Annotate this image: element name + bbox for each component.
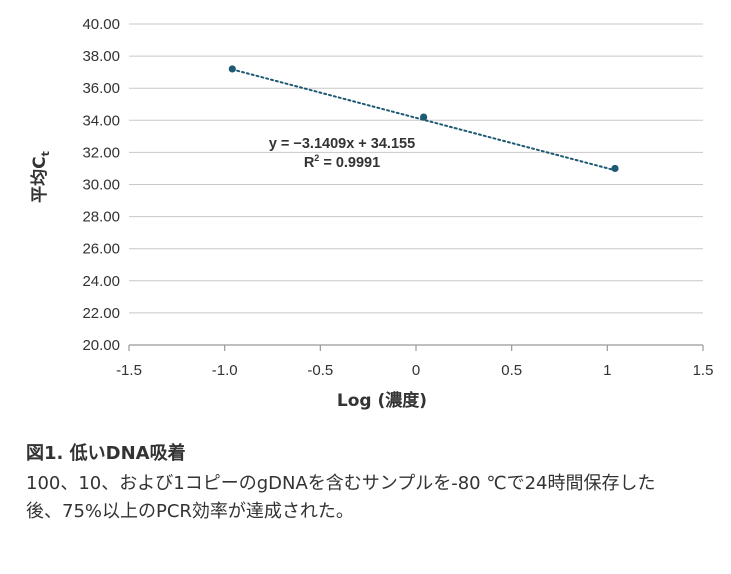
caption-line-2: 後、75%以上のPCR効率が達成された。 <box>26 501 354 522</box>
y-axis-label: 平均Ct <box>29 151 52 203</box>
data-point <box>228 65 236 73</box>
x-tick-labels: -1.5 -1.0 -0.5 0 0.5 1 1.5 <box>116 362 713 379</box>
caption-title: 図1. 低いDNA吸着 <box>26 443 186 464</box>
x-tick-label: -1.0 <box>212 362 238 379</box>
y-tick-label: 30.00 <box>82 177 120 194</box>
data-point <box>611 164 619 173</box>
x-tick-label: 1 <box>603 362 611 379</box>
x-axis <box>128 344 704 351</box>
y-tick-label: 36.00 <box>82 80 120 97</box>
caption-line-1: 100、10、および1コピーのgDNAを含むサンプルを-80 ℃で24時間保存し… <box>26 473 656 494</box>
y-tick-label: 20.00 <box>82 337 120 354</box>
x-tick-label: 1.5 <box>693 362 714 379</box>
figure-caption: 図1. 低いDNA吸着 100、10、および1コピーのgDNAを含むサンプルを-… <box>26 442 716 526</box>
x-tick-label: 0 <box>412 362 420 379</box>
y-tick-labels: 20.00 22.00 24.00 26.00 28.00 30.00 32.00 34.00… <box>82 16 120 354</box>
r-squared-label: R2 = 0.9991 <box>304 153 380 171</box>
y-tick-label: 38.00 <box>82 48 120 65</box>
data-series <box>228 65 619 173</box>
data-point <box>420 113 428 121</box>
x-tick-label: 0.5 <box>501 362 522 379</box>
y-tick-label: 40.00 <box>82 16 120 33</box>
x-axis-label: Log (濃度) <box>337 390 427 411</box>
x-tick-label: -1.5 <box>116 362 142 379</box>
trendline-equation: y = −3.1409x + 34.155 <box>269 136 415 152</box>
y-tick-label: 34.00 <box>82 112 120 129</box>
y-tick-label: 24.00 <box>82 273 120 290</box>
gridlines <box>129 23 703 314</box>
y-tick-label: 28.00 <box>82 209 120 226</box>
x-tick-label: -0.5 <box>307 362 333 379</box>
y-tick-label: 22.00 <box>82 305 120 322</box>
calibration-chart: 20.00 22.00 24.00 26.00 28.00 30.00 32.00 34.00… <box>29 16 713 411</box>
y-tick-label: 26.00 <box>82 241 120 258</box>
y-tick-label: 32.00 <box>82 144 120 161</box>
